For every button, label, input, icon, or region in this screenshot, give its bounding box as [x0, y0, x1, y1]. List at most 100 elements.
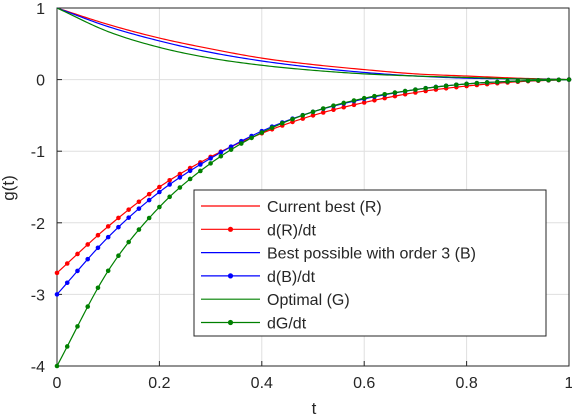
series-point: [474, 80, 480, 86]
series-point: [361, 100, 367, 105]
series-point: [515, 78, 521, 84]
series-point: [208, 156, 213, 161]
series-point: [351, 102, 357, 108]
series-point: [382, 95, 387, 101]
series-point: [218, 150, 224, 155]
series-point: [300, 113, 306, 118]
series-point: [361, 95, 367, 101]
series-point: [320, 110, 326, 115]
series-point: [392, 93, 398, 99]
legend-label: d(B)/dt: [267, 269, 316, 286]
series-point: [136, 206, 142, 211]
series-point: [259, 130, 265, 135]
series-point: [136, 227, 142, 232]
x-tick-label: 0.4: [251, 375, 273, 392]
x-tick-label: 1: [565, 375, 572, 392]
series-point: [331, 103, 336, 108]
x-tick-label: 0: [53, 375, 62, 392]
series-point: [372, 97, 377, 103]
series-point: [269, 125, 275, 130]
series-point: [290, 116, 295, 122]
series-point: [75, 268, 80, 274]
x-tick-label: 0.8: [455, 375, 477, 392]
series-point: [157, 189, 162, 195]
series-point: [443, 83, 449, 89]
series-point: [116, 224, 121, 230]
series-point: [351, 98, 357, 103]
series-point: [341, 104, 347, 110]
series-point: [525, 78, 531, 83]
series-point: [167, 182, 172, 187]
series-2: [56, 7, 570, 81]
series-point: [64, 261, 70, 266]
series-point: [177, 175, 183, 180]
series-point: [331, 107, 336, 113]
series-point: [239, 141, 244, 146]
series-point: [320, 106, 326, 111]
legend-marker: [227, 226, 234, 232]
x-axis-ticks: 0 0.2 0.4 0.6 0.8 1: [53, 361, 572, 392]
series-point: [146, 191, 152, 197]
series-point: [85, 242, 91, 247]
series-point: [167, 194, 172, 200]
series-point: [228, 147, 234, 152]
series-point: [392, 90, 398, 95]
series-point: [177, 185, 183, 190]
series-point: [105, 268, 111, 274]
series-point: [85, 256, 91, 262]
y-tick-label: 1: [36, 1, 45, 18]
x-tick-label: 0.6: [353, 375, 375, 392]
series-point: [75, 251, 80, 257]
legend-marker: [227, 319, 234, 326]
series-point: [54, 270, 60, 276]
series-point: [495, 79, 500, 85]
series-point: [310, 109, 316, 115]
series-point: [413, 87, 418, 92]
y-tick-label: -3: [31, 287, 45, 304]
series-point: [454, 82, 459, 88]
series-point: [423, 85, 428, 91]
series-point: [402, 88, 408, 94]
plot-frame: [56, 7, 570, 367]
series-point: [75, 324, 80, 329]
series-4: [56, 7, 570, 81]
series-point: [556, 77, 562, 83]
series-point: [95, 245, 101, 251]
y-tick-label: 0: [36, 73, 45, 90]
series-point: [279, 120, 285, 126]
series-point: [198, 162, 203, 167]
series-line: [56, 7, 570, 81]
series-point: [95, 232, 101, 238]
series-point: [105, 224, 111, 229]
y-tick-label: -2: [31, 216, 45, 233]
series-point: [64, 280, 70, 286]
series-point: [300, 116, 306, 121]
legend-label: Current best (R): [267, 199, 382, 216]
series-point: [433, 84, 439, 90]
legend-label: d(R)/dt: [267, 222, 316, 239]
series-layer: [54, 7, 572, 369]
series-point: [105, 234, 111, 240]
y-tick-label: -1: [31, 144, 45, 161]
series-point: [157, 204, 162, 210]
series-point: [54, 292, 60, 297]
series-point: [54, 363, 60, 369]
legend-box: [193, 189, 547, 337]
series-point: [95, 285, 101, 291]
y-axis-label: g(t): [0, 175, 18, 201]
x-axis-label: t: [312, 399, 317, 418]
series-point: [484, 80, 490, 85]
series-point: [136, 199, 142, 205]
legend-label: Optimal (G): [267, 292, 350, 309]
series-point: [208, 161, 213, 166]
series-point: [198, 168, 203, 174]
series-point: [341, 100, 347, 106]
series-point: [126, 207, 131, 212]
series-line: [56, 7, 570, 81]
series-5: [54, 77, 572, 369]
series-point: [372, 93, 377, 99]
series-point: [310, 113, 316, 118]
series-point: [64, 344, 70, 349]
series-point: [464, 81, 469, 87]
series-point: [187, 168, 193, 174]
